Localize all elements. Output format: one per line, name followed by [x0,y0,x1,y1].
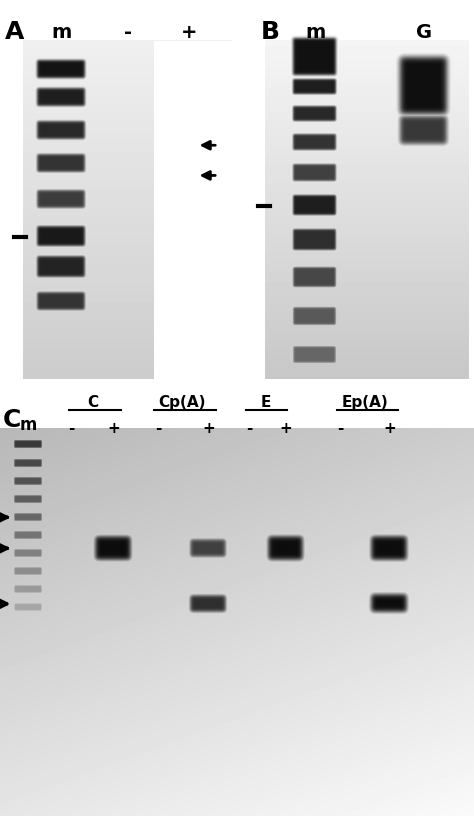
Text: B: B [261,20,280,44]
Text: -: - [124,23,132,42]
Text: +: + [383,421,396,436]
Text: C: C [2,408,21,432]
Text: +: + [202,421,215,436]
Bar [154,41,261,379]
Text: G: G [416,23,432,42]
Text: +: + [108,421,120,436]
Text: Ep(A): Ep(A) [342,396,388,410]
Text: -: - [155,421,162,436]
Text: -: - [337,421,344,436]
Text: +: + [182,23,198,42]
Text: Cp(A): Cp(A) [159,396,206,410]
Text: C: C [87,396,98,410]
Text: A: A [5,20,24,44]
Text: -: - [68,421,74,436]
Text: m: m [305,23,325,42]
Text: m: m [20,416,37,434]
Text: m: m [52,23,72,42]
Text: -: - [246,421,252,436]
Text: +: + [280,421,292,436]
Text: E: E [260,396,271,410]
